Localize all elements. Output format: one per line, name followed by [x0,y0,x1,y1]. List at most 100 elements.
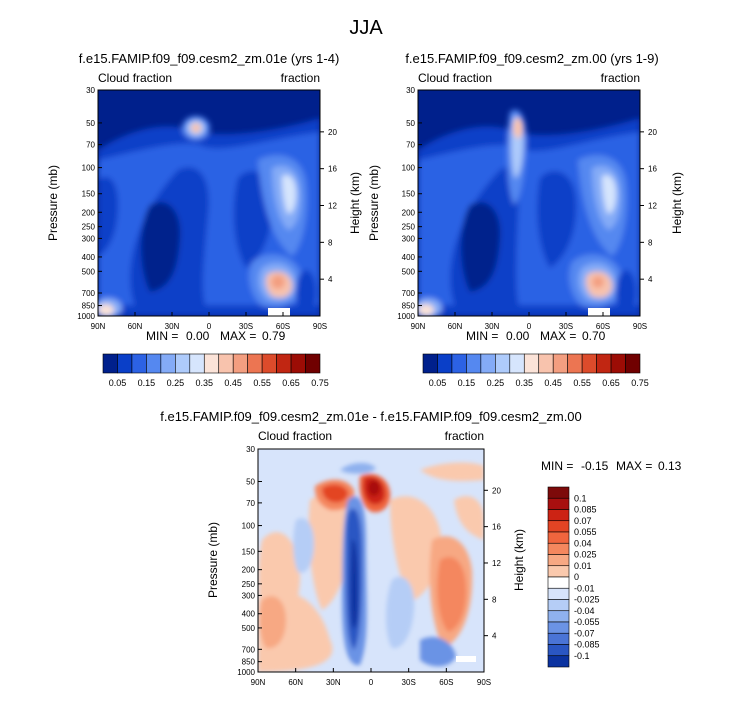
colorbar-swatch [422,353,438,374]
colorbar-swatch [547,610,570,623]
panel-diff-min-label: MIN = [541,459,573,473]
colorbar-label: 0.25 [167,378,185,388]
colorbar-label: 0.15 [458,378,476,388]
panel-b: f.e15.FAMIP.f09_f09.cesm2_zm.00 (yrs 1-9… [367,51,684,388]
colorbar-label: 0.25 [487,378,505,388]
y2-tick-label: 8 [648,238,653,247]
colorbar-swatch [131,353,147,374]
panel-a-ylabel: Pressure (mb) [46,165,60,241]
y2-tick-label: 16 [492,523,501,532]
y-tick-label: 400 [242,610,256,619]
colorbar-swatch [547,497,570,510]
colorbar-label: 0.45 [544,378,562,388]
colorbar-label: 0.65 [602,378,620,388]
panel-b-max-value: 0.70 [582,329,606,343]
y-tick-label: 300 [242,591,256,600]
y-tick-label: 250 [82,223,96,232]
colorbar-swatch [480,353,496,374]
y-tick-label: 1000 [237,668,255,677]
colorbar-swatch [189,353,205,374]
colorbar-swatch [437,353,453,374]
y-tick-label: 70 [246,499,255,508]
x-tick-label: 30S [559,322,573,331]
panel-diff-right-label: fraction [445,429,484,443]
colorbar-swatch [305,353,321,374]
y2-tick-label: 4 [328,275,333,284]
colorbar-swatch [146,353,162,374]
y-tick-label: 50 [86,119,95,128]
colorbar-swatch [175,353,191,374]
colorbar-swatch [547,587,570,600]
y-tick-label: 100 [242,522,256,531]
y2-tick-label: 12 [648,202,657,211]
y-tick-label: 100 [82,164,96,173]
colorbar-swatch [547,599,570,612]
y-tick-label: 700 [82,289,96,298]
colorbar-swatch [290,353,306,374]
y2-tick-label: 20 [648,128,657,137]
colorbar-swatch [547,486,570,499]
colorbar-label: 0.1 [574,493,587,503]
colorbar-swatch [261,353,277,374]
panel-a-max-label: MAX = [220,329,256,343]
colorbar-swatch [547,576,570,589]
colorbar-label: 0.05 [109,378,127,388]
y-tick-label: 250 [402,223,416,232]
y-tick-label: 850 [242,658,256,667]
colorbar-swatch [581,353,597,374]
panel-a-min-value: 0.00 [186,329,210,343]
panel-diff-y2label: Height (km) [512,529,526,591]
colorbar-label: 0.055 [574,527,597,537]
panel-diff-min-value: -0.15 [581,459,609,473]
panel-b-y2label: Height (km) [670,172,684,234]
colorbar-swatch [160,353,176,374]
y2-tick-label: 12 [492,559,501,568]
panel-diff-max-label: MAX = [616,459,652,473]
panel-a-min-label: MIN = [146,329,178,343]
panel-diff-left-label: Cloud fraction [258,429,332,443]
colorbar-label: 0.65 [282,378,300,388]
y-tick-label: 30 [246,445,255,454]
y-tick-label: 500 [242,624,256,633]
panel-a-left-label: Cloud fraction [98,71,172,85]
colorbar-label: 0.35 [516,378,534,388]
x-tick-label: 90N [91,322,106,331]
y2-tick-label: 8 [492,595,497,604]
colorbar-label: 0.05 [429,378,447,388]
x-tick-label: 60N [288,678,303,687]
panel-a-y2label: Height (km) [348,172,362,234]
panel-b-left-label: Cloud fraction [418,71,492,85]
colorbar-swatch [547,509,570,522]
colorbar-swatch [625,353,641,374]
panel-diff-field [258,449,484,672]
colorbar-swatch [247,353,263,374]
y-tick-label: 700 [242,645,256,654]
y-tick-label: 500 [82,267,96,276]
y2-tick-label: 16 [328,165,337,174]
panel-a-right-label: fraction [281,71,320,85]
y-tick-label: 70 [406,141,415,150]
x-tick-label: 90N [251,678,266,687]
panel-b-max-label: MAX = [540,329,576,343]
y2-tick-label: 4 [492,632,497,641]
colorbar-swatch [538,353,554,374]
y-tick-label: 150 [82,190,96,199]
panel-b-ylabel: Pressure (mb) [367,165,381,241]
colorbar-label: -0.1 [574,651,590,661]
colorbar-swatch [547,644,570,657]
panel-a-field [98,90,320,316]
colorbar-label: 0 [574,572,579,582]
colorbar-swatch [547,655,570,668]
y-tick-label: 400 [402,253,416,262]
y-tick-label: 150 [242,547,256,556]
colorbar-swatch [547,554,570,567]
y-tick-label: 50 [246,477,255,486]
x-tick-label: 90N [411,322,426,331]
x-tick-label: 60S [276,322,290,331]
y-tick-label: 200 [82,208,96,217]
colorbar-swatch [102,353,118,374]
x-tick-label: 30N [165,322,180,331]
colorbar-swatch [466,353,482,374]
panel-b-title: f.e15.FAMIP.f09_f09.cesm2_zm.00 (yrs 1-9… [405,51,658,66]
